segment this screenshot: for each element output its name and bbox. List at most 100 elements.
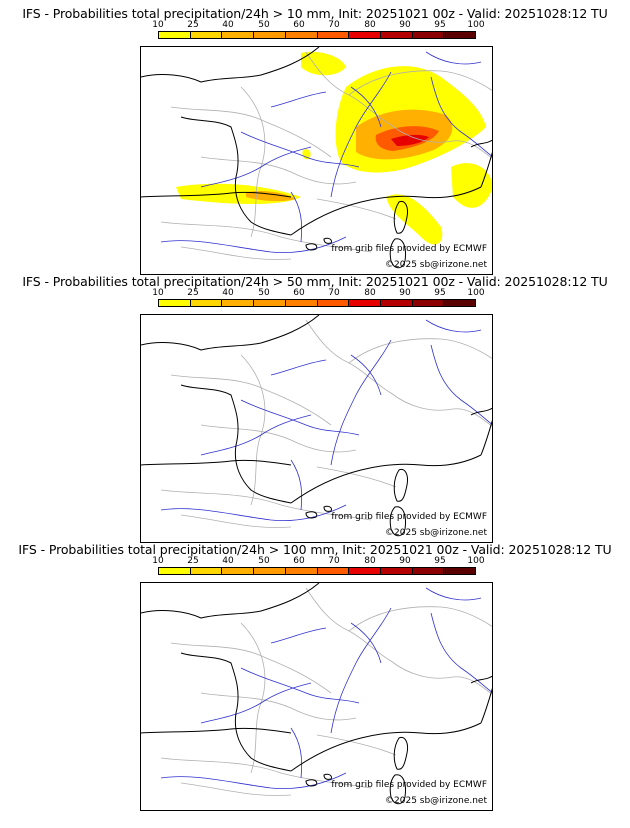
river-line: [270, 627, 327, 644]
coast-line: [290, 186, 482, 236]
border-line: [180, 246, 292, 260]
colorbar-segment: [349, 568, 381, 574]
colorbar-tick: 25: [187, 556, 199, 566]
island-balearic: [305, 511, 318, 519]
border-line: [160, 757, 372, 789]
border-line: [200, 156, 357, 185]
colorbar-tick: 90: [399, 288, 411, 298]
colorbar-tick: 100: [467, 288, 485, 298]
colorbar-tick: 80: [364, 288, 376, 298]
coast-line: [180, 652, 292, 772]
river-line: [330, 339, 392, 466]
colorbar: [158, 567, 476, 575]
colorbar-tick: 70: [328, 288, 340, 298]
colorbar-tick: 40: [222, 556, 234, 566]
border-line: [170, 642, 332, 694]
river-line: [430, 612, 492, 693]
colorbar-segment: [190, 32, 223, 38]
rivers: [160, 51, 492, 254]
colorbar-tick: 40: [222, 288, 234, 298]
river-line: [240, 667, 360, 704]
colorbar-segment: [380, 300, 413, 306]
river-line: [160, 504, 347, 522]
border-line: [170, 374, 332, 426]
border-line: [316, 466, 397, 488]
border-line: [180, 782, 292, 796]
coastlines: [141, 315, 492, 537]
map-panel-10mm: IFS - Probabilities total precipitation/…: [0, 6, 630, 276]
coast-line: [480, 420, 492, 456]
colorbar-segment: [349, 300, 381, 306]
river-line: [350, 354, 382, 396]
island-balearic: [323, 237, 332, 244]
coast-line: [141, 459, 292, 466]
border-line: [390, 392, 492, 427]
precip-area: [451, 163, 492, 208]
border-line: [348, 606, 492, 632]
colorbar-tick: 50: [258, 20, 270, 30]
colorbar: [158, 299, 476, 307]
river-line: [200, 146, 312, 188]
colorbar-segment: [349, 32, 381, 38]
river-line: [330, 607, 392, 734]
colorbar-segment: [159, 568, 191, 574]
colorbar-segment: [254, 32, 286, 38]
panel-title: IFS - Probabilities total precipitation/…: [22, 274, 608, 289]
colorbar-segment: [159, 300, 191, 306]
colorbar-segment: [444, 568, 476, 574]
colorbar-tick: 90: [399, 556, 411, 566]
colorbar-tick: 50: [258, 288, 270, 298]
coast-line: [470, 675, 492, 684]
border-line: [348, 70, 492, 96]
coast-line: [141, 583, 320, 619]
river-line: [200, 414, 312, 456]
river-line: [160, 236, 347, 254]
colorbar-segment: [444, 32, 476, 38]
copyright-credit: ©2025 sb@irizone.net: [385, 528, 487, 538]
river-line: [430, 76, 492, 157]
colorbar-tick: 10: [152, 556, 164, 566]
colorbar-segment: [444, 300, 476, 306]
colorbar: [158, 31, 476, 39]
colorbar-segment: [285, 568, 318, 574]
river-line: [290, 191, 303, 243]
panel-title: IFS - Probabilities total precipitation/…: [22, 6, 608, 21]
island-sardinia: [389, 506, 406, 537]
coast-line: [470, 139, 492, 148]
precip-area: [302, 149, 311, 160]
map-panel-50mm: IFS - Probabilities total precipitation/…: [0, 274, 630, 544]
river-line: [350, 622, 382, 664]
colorbar-tick: 80: [364, 556, 376, 566]
coast-line: [480, 152, 492, 188]
coastlines: [141, 47, 492, 269]
colorbar-tick: 25: [187, 288, 199, 298]
colorbar-segment: [412, 568, 445, 574]
border-line: [305, 587, 392, 662]
river-line: [200, 682, 312, 724]
coast-line: [141, 191, 292, 198]
coast-line: [180, 116, 292, 236]
map-panel-100mm: IFS - Probabilities total precipitation/…: [0, 542, 630, 812]
coast-line: [290, 454, 482, 504]
colorbar-segment: [285, 32, 318, 38]
country-borders: [160, 587, 492, 796]
colorbar-segment: [317, 568, 350, 574]
coast-line: [141, 315, 320, 351]
river-line: [240, 131, 360, 168]
river-line: [290, 727, 303, 779]
border-line: [390, 660, 492, 695]
river-line: [425, 319, 482, 333]
island-sardinia: [389, 774, 406, 805]
map-base-svg: [141, 583, 492, 805]
coast-line: [290, 722, 482, 772]
colorbar-tick: 70: [328, 556, 340, 566]
country-borders: [160, 51, 492, 260]
river-line: [290, 459, 303, 511]
colorbar-tick: 95: [434, 20, 446, 30]
river-line: [270, 359, 327, 376]
island-corsica: [393, 468, 408, 502]
precipitation-map: from grib files provided by ECMWF ©2025 …: [140, 46, 493, 275]
precipitation-map: from grib files provided by ECMWF ©2025 …: [140, 314, 493, 543]
data-source-credit: from grib files provided by ECMWF: [331, 780, 487, 790]
border-line: [200, 424, 357, 453]
